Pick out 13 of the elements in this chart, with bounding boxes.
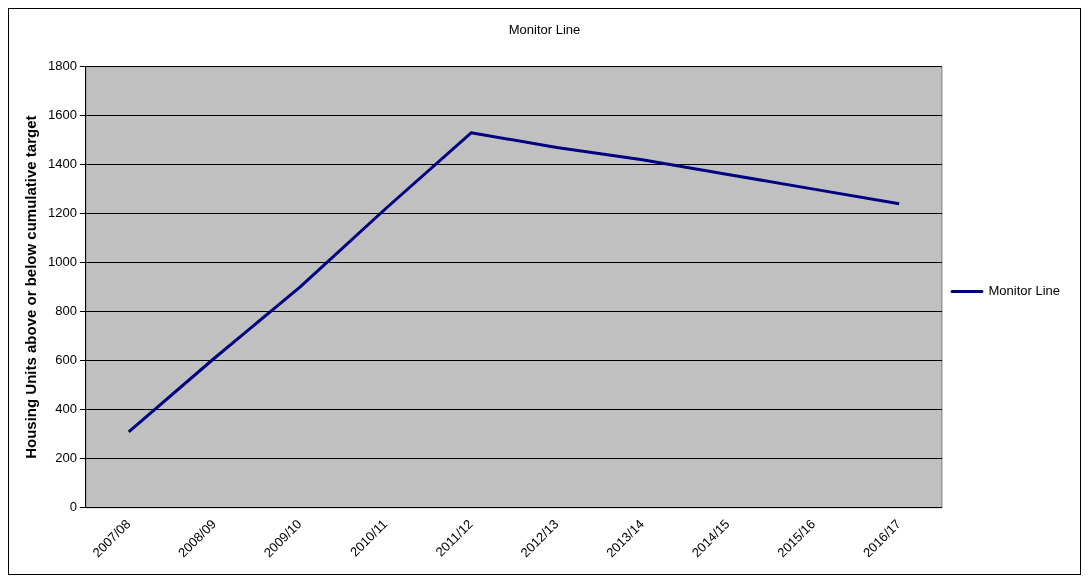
y-tick-label: 200 bbox=[55, 450, 77, 466]
y-tick-label: 0 bbox=[69, 499, 77, 515]
y-tick-label: 400 bbox=[55, 401, 77, 417]
y-tick-label: 1800 bbox=[48, 58, 77, 74]
y-tick-label: 800 bbox=[55, 303, 77, 319]
y-tick-label: 600 bbox=[55, 352, 77, 368]
y-tick-label: 1200 bbox=[48, 205, 77, 221]
chart-title: Monitor Line bbox=[508, 22, 581, 38]
y-tick-label: 1600 bbox=[48, 107, 77, 123]
y-axis-title: Housing Units above or below cumulative target bbox=[22, 115, 40, 459]
legend-label: Monitor Line bbox=[988, 283, 1061, 299]
y-tick-label: 1000 bbox=[48, 254, 77, 270]
y-tick-label: 1400 bbox=[48, 156, 77, 172]
